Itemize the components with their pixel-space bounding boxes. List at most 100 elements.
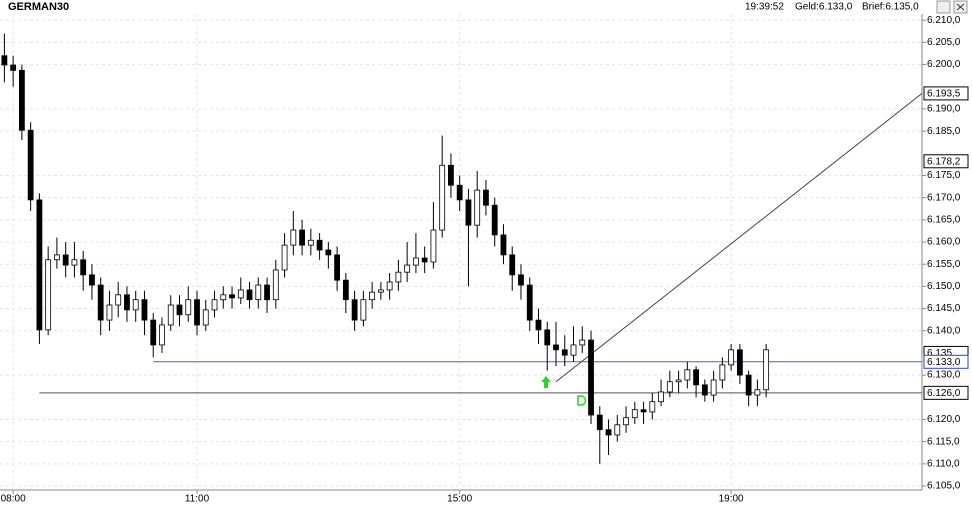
candle — [272, 259, 279, 309]
candle — [246, 281, 253, 309]
candle-body — [211, 299, 218, 311]
candle-body — [439, 164, 446, 231]
price-tag — [923, 154, 969, 169]
header-ask: Brief:6.135,0 — [862, 2, 919, 13]
candle — [631, 401, 638, 424]
candle — [754, 379, 761, 407]
y-tick-label: 6.170,0 — [927, 192, 961, 203]
y-tick-label: 6.175,0 — [927, 170, 961, 181]
candle — [491, 197, 498, 247]
candle-body — [264, 284, 270, 301]
candle — [666, 370, 673, 398]
candle-body — [194, 299, 200, 326]
candle — [404, 242, 411, 282]
candle — [36, 193, 43, 345]
candle-body — [553, 344, 559, 351]
candle — [97, 277, 104, 336]
candle-body — [483, 189, 489, 206]
candle-body — [237, 289, 244, 299]
candle-body — [693, 369, 699, 386]
candle — [141, 290, 148, 336]
candle-body — [18, 69, 25, 131]
candle — [342, 273, 349, 313]
candle — [526, 277, 533, 331]
candle — [377, 281, 384, 300]
y-tick-label: 6.105,0 — [927, 481, 961, 492]
close-icon — [956, 3, 965, 11]
candle — [693, 366, 699, 398]
candle — [456, 175, 463, 211]
candle-body — [71, 259, 78, 266]
candle — [185, 286, 192, 322]
candle — [325, 242, 332, 269]
candle — [255, 277, 262, 309]
candle — [194, 290, 200, 336]
candle-body — [167, 304, 174, 326]
candle-body — [272, 269, 279, 301]
price-tag-label: 6.135 — [927, 348, 952, 359]
y-tick-label: 6.150,0 — [927, 281, 961, 292]
price-tag — [923, 385, 969, 400]
candle-body — [45, 259, 52, 331]
x-tick-label: 08:00 — [1, 494, 26, 505]
candle-body — [623, 417, 629, 426]
candle — [290, 210, 297, 256]
candle — [159, 317, 165, 353]
candle — [745, 370, 752, 407]
candle-body — [579, 339, 586, 346]
candle-body — [596, 414, 603, 431]
candle-body — [754, 389, 761, 396]
candle — [334, 246, 341, 291]
candle-body — [509, 254, 516, 276]
candle — [736, 344, 743, 384]
candle-body — [544, 329, 551, 346]
window-buttons[interactable] — [936, 0, 968, 14]
candle — [596, 406, 603, 464]
candle-body — [719, 364, 726, 381]
buy-signal — [541, 376, 551, 388]
y-tick-label: 6.140,0 — [927, 325, 961, 336]
candle — [570, 326, 577, 362]
candle — [421, 246, 428, 274]
candle-body — [465, 199, 472, 226]
candle — [763, 344, 770, 398]
candle — [369, 281, 376, 309]
candle — [386, 273, 393, 300]
candle-body — [369, 291, 376, 301]
candle-body — [124, 294, 130, 311]
candle — [264, 277, 270, 313]
candle — [307, 228, 314, 256]
candle — [299, 219, 305, 256]
candle — [658, 379, 664, 407]
minimize-button[interactable] — [936, 0, 951, 14]
header-bid: Geld:6.133,0 — [795, 2, 853, 13]
candle-body — [658, 391, 664, 403]
candle-body — [97, 284, 104, 321]
candle-body — [666, 381, 673, 393]
candle-body — [54, 254, 60, 261]
candle-body — [404, 264, 411, 273]
candle-body — [1, 55, 8, 66]
candle-body — [185, 299, 192, 316]
candle — [316, 233, 323, 260]
candle-body — [106, 304, 113, 321]
y-tick-label: 6.200,0 — [927, 59, 961, 70]
candle-body — [342, 279, 349, 301]
candle — [640, 401, 647, 424]
candle-body — [728, 349, 735, 366]
candle — [474, 171, 481, 238]
candle-body — [307, 239, 314, 246]
y-tick-label: 6.190,0 — [927, 104, 961, 115]
candle-body — [132, 299, 139, 311]
candle-body — [430, 229, 437, 263]
candle — [18, 64, 25, 140]
candle-body — [745, 374, 752, 396]
candle — [553, 321, 559, 367]
candle — [281, 233, 288, 278]
price-tag-label: 6.193,5 — [927, 89, 961, 100]
candle-body — [710, 379, 717, 396]
price-tag-label: 6.178,2 — [927, 156, 961, 167]
candle-body — [80, 259, 87, 276]
candle-body — [736, 349, 743, 376]
